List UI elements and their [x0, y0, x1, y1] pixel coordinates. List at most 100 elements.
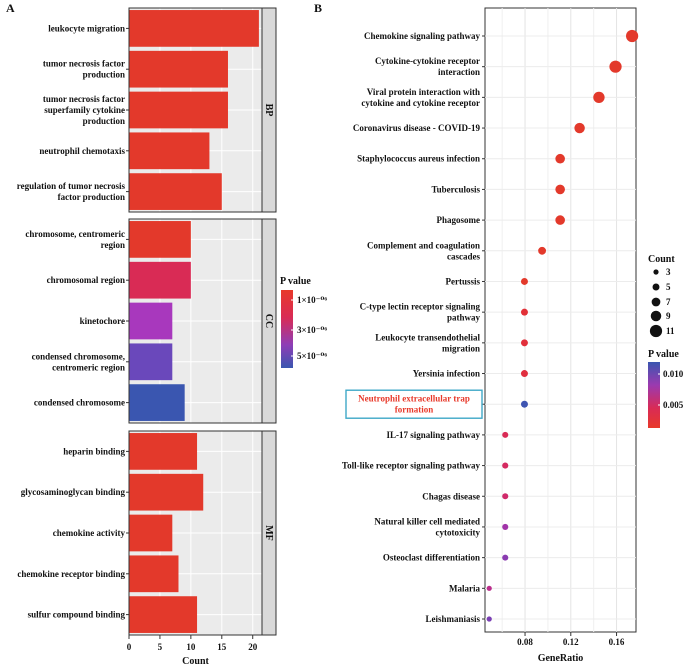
- pathway-label: cascades: [447, 251, 480, 261]
- term-label: regulation of tumor necrosis: [17, 181, 126, 191]
- pathway-label: Chemokine signaling pathway: [364, 31, 481, 41]
- bar-chemokine-receptor-binding: [129, 555, 179, 593]
- term-label: condensed chromosome: [34, 398, 125, 408]
- term-label: chromosomal region: [47, 275, 125, 285]
- term-label: heparin binding: [63, 446, 125, 456]
- facet-strip-label: MF: [263, 525, 274, 541]
- pathway-label: Leukocyte transendothelial: [375, 332, 480, 342]
- highlight-box: [345, 389, 483, 419]
- x-axis-title: Count: [182, 656, 209, 666]
- term-label: production: [83, 70, 125, 80]
- color-legend-label: 0.010: [663, 369, 684, 379]
- term-label: leukocyte migration: [48, 23, 125, 33]
- pathway-label: Tuberculosis: [431, 184, 480, 194]
- size-legend-label: 3: [666, 267, 671, 277]
- panel-b-label: B: [314, 1, 322, 15]
- bar-chromosome-centromeric-region: [129, 221, 191, 258]
- pathway-label: pathway: [447, 313, 481, 323]
- bar-kinetochore: [129, 302, 173, 340]
- legend-label: 3×10⁻⁰⁶: [297, 325, 327, 335]
- facet-border: [128, 7, 263, 213]
- size-legend-dot: [653, 269, 659, 275]
- term-label: production: [83, 116, 125, 126]
- bar-chemokine-activity: [129, 514, 173, 552]
- bar-leukocyte-migration: [129, 10, 259, 47]
- bar-heparin-binding: [129, 433, 198, 470]
- term-label: region: [101, 240, 125, 250]
- plot-area: [484, 7, 637, 633]
- size-legend-title: Count: [648, 254, 675, 265]
- point-phagosome: [555, 215, 565, 225]
- term-label: chemokine receptor binding: [17, 569, 125, 579]
- bar-glycosaminoglycan-binding: [129, 473, 204, 511]
- pathway-label: Leishmaniasis: [425, 614, 480, 624]
- point-pertussis: [520, 277, 528, 285]
- point-toll-like-receptor-signaling-pathway: [502, 462, 509, 469]
- bar-sulfur-compound-binding: [129, 596, 198, 633]
- pathway-label: Complement and coagulation: [367, 240, 480, 250]
- facet-border: [128, 430, 263, 636]
- pathway-label: Phagosome: [437, 215, 481, 225]
- legend-title: P value: [280, 276, 311, 287]
- legend-label: 5×10⁻⁰⁶: [297, 351, 327, 361]
- point-leishmaniasis: [486, 616, 492, 622]
- x-axis-title: GeneRatio: [538, 653, 584, 664]
- legend-label: 1×10⁻⁰⁶: [297, 295, 327, 305]
- x-tick-label: 0.12: [563, 637, 579, 647]
- point-staphylococcus-aureus-infection: [555, 153, 565, 164]
- x-tick-label: 0.16: [609, 637, 625, 647]
- size-legend-dot: [650, 310, 662, 322]
- pathway-label: Cytokine-cytokine receptor: [375, 56, 480, 66]
- point-tuberculosis: [555, 184, 565, 195]
- term-label: chromosome, centromeric: [25, 229, 125, 239]
- highlighted-term-label: Neutrophil extracellular trap: [358, 394, 470, 404]
- point-chagas-disease: [502, 493, 509, 500]
- legend-colorbar: [648, 362, 660, 428]
- point-leukocyte-transendothelial-migration: [520, 339, 528, 347]
- point-c-type-lectin-receptor-signaling-pathway: [520, 308, 528, 316]
- bar-regulation-of-tumor-necrosis-factor-production: [129, 173, 222, 210]
- bar-chromosomal-region: [129, 261, 191, 299]
- pathway-label: Coronavirus disease - COVID-19: [353, 123, 481, 133]
- pathway-label: Toll-like receptor signaling pathway: [342, 461, 481, 471]
- pathway-label: Natural killer cell mediated: [374, 516, 480, 526]
- pathway-label: IL-17 signaling pathway: [386, 430, 480, 440]
- pathway-label: Staphylococcus aureus infection: [357, 154, 480, 164]
- point-complement-and-coagulation-cascades: [538, 246, 547, 255]
- size-legend-label: 9: [666, 311, 671, 321]
- bar-condensed-chromosome: [129, 384, 185, 421]
- term-label: tumor necrosis factor: [43, 59, 125, 69]
- size-legend-label: 5: [666, 282, 671, 292]
- term-label: factor production: [58, 192, 125, 202]
- point-cytokine-cytokine-receptor-interaction: [609, 60, 622, 73]
- term-label: centromeric region: [52, 362, 125, 372]
- facet-border: [128, 218, 263, 424]
- facet-strip-label: CC: [263, 314, 274, 328]
- term-label: condensed chromosome,: [32, 351, 125, 361]
- size-legend-label: 11: [666, 326, 675, 336]
- x-tick-label: 5: [158, 642, 163, 652]
- point-coronavirus-disease-covid-19: [574, 122, 585, 134]
- pathway-label: Chagas disease: [422, 491, 480, 501]
- size-legend-label: 7: [666, 297, 671, 307]
- term-label: superfamily cytokine: [44, 105, 125, 115]
- point-chemokine-signaling-pathway: [625, 29, 639, 43]
- bar-neutrophil-chemotaxis: [129, 132, 210, 170]
- highlighted-term-label: formation: [395, 405, 434, 415]
- point-natural-killer-cell-mediated-cytotoxicity: [502, 523, 509, 530]
- term-label: chemokine activity: [53, 528, 126, 538]
- term-label: neutrophil chemotaxis: [39, 146, 125, 156]
- size-legend-dot: [651, 297, 661, 307]
- point-il-17-signaling-pathway: [502, 431, 509, 438]
- point-malaria: [486, 585, 492, 591]
- pathway-label: Pertussis: [446, 276, 481, 286]
- pathway-label: cytotoxicity: [436, 527, 481, 537]
- panel-a-label: A: [6, 1, 15, 15]
- x-tick-label: 15: [217, 642, 227, 652]
- pathway-label: Yersinia infection: [413, 369, 480, 379]
- pathway-label: C-type lectin receptor signaling: [360, 302, 481, 312]
- pathway-label: Malaria: [449, 583, 480, 593]
- color-legend-title: P value: [648, 349, 679, 360]
- term-label: sulfur compound binding: [28, 610, 126, 620]
